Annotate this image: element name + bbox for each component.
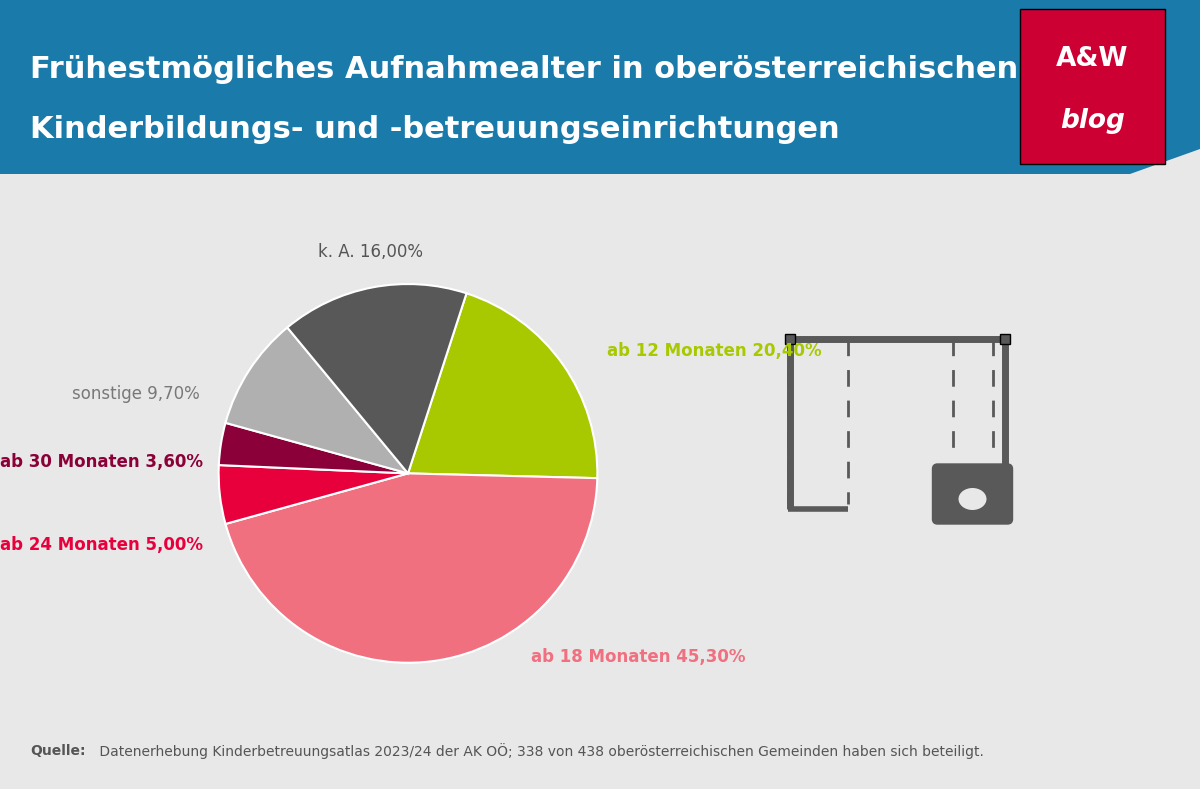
Text: Kinderbildungs- und -betreuungseinrichtungen: Kinderbildungs- und -betreuungseinrichtu… xyxy=(30,114,840,144)
Ellipse shape xyxy=(959,488,986,510)
Text: Quelle:: Quelle: xyxy=(30,744,85,758)
Text: Datenerhebung Kinderbetreuungsatlas 2023/24 der AK OÖ; 338 von 438 oberösterreic: Datenerhebung Kinderbetreuungsatlas 2023… xyxy=(95,743,984,759)
FancyBboxPatch shape xyxy=(1020,9,1165,164)
FancyBboxPatch shape xyxy=(1000,334,1010,344)
Text: blog: blog xyxy=(1060,107,1124,133)
Polygon shape xyxy=(0,0,1200,174)
Text: ab 30 Monaten 3,60%: ab 30 Monaten 3,60% xyxy=(0,453,204,471)
Text: ab 12 Monaten 20,40%: ab 12 Monaten 20,40% xyxy=(607,342,822,360)
Wedge shape xyxy=(218,423,408,473)
Text: sonstige 9,70%: sonstige 9,70% xyxy=(72,385,199,403)
Text: A&W: A&W xyxy=(1056,46,1129,72)
Text: ab 24 Monaten 5,00%: ab 24 Monaten 5,00% xyxy=(0,537,204,555)
FancyBboxPatch shape xyxy=(785,334,796,344)
Wedge shape xyxy=(226,327,408,473)
Wedge shape xyxy=(218,465,408,524)
FancyBboxPatch shape xyxy=(932,464,1013,524)
Text: Frühestmögliches Aufnahmealter in oberösterreichischen: Frühestmögliches Aufnahmealter in oberös… xyxy=(30,54,1019,84)
Wedge shape xyxy=(226,473,598,663)
Wedge shape xyxy=(408,294,598,478)
Wedge shape xyxy=(287,284,467,473)
Text: ab 18 Monaten 45,30%: ab 18 Monaten 45,30% xyxy=(532,648,745,666)
Text: k. A. 16,00%: k. A. 16,00% xyxy=(318,243,422,261)
